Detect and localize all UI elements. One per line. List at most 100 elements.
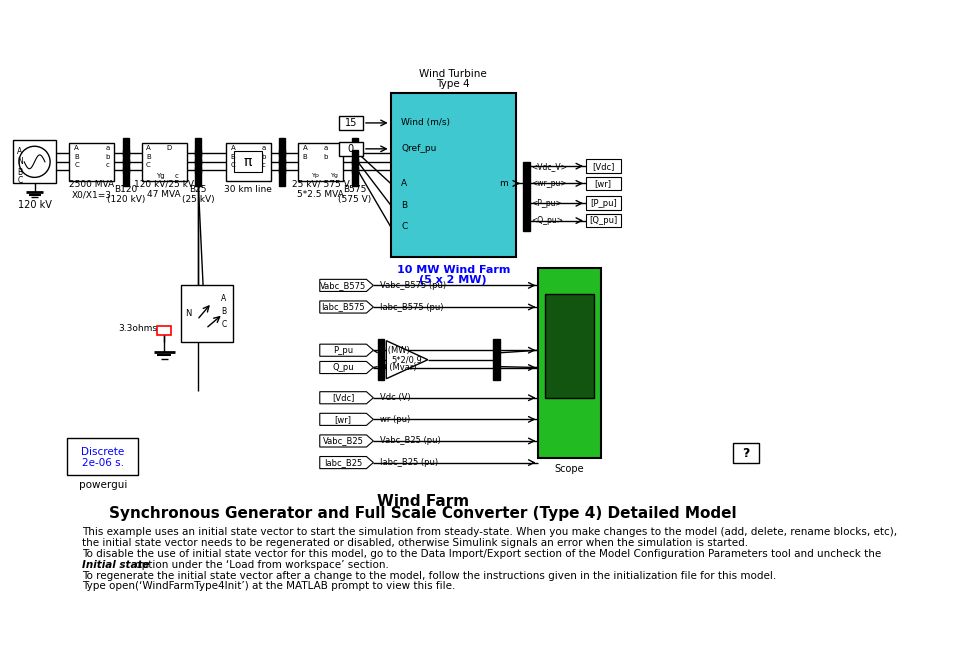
Text: m: m [498,179,507,188]
Bar [390,92,516,257]
Bar [352,138,358,186]
Bar [585,176,619,190]
Text: Wind Turbine: Wind Turbine [419,68,487,78]
Text: B: B [18,168,22,177]
Bar [585,213,619,227]
Text: B: B [401,201,406,209]
Text: D: D [167,145,172,151]
Bar [67,438,138,475]
Text: <Vdc_V>: <Vdc_V> [531,162,567,171]
Text: Initial state: Initial state [82,560,149,570]
Text: <P_pu>: <P_pu> [531,199,562,207]
Text: A: A [231,145,235,151]
Text: the initial state vector needs to be regenerated or disabled, otherwise Simulink: the initial state vector needs to be reg… [82,538,747,548]
Text: Wind (m/s): Wind (m/s) [401,118,449,128]
Text: B575
(575 V): B575 (575 V) [338,185,371,204]
Polygon shape [319,344,373,356]
Text: b: b [262,154,266,160]
Text: Iabc_B25: Iabc_B25 [323,458,361,467]
Text: b: b [322,154,327,160]
Text: [Q_pu]: [Q_pu] [588,216,616,225]
Text: Q_pu: Q_pu [332,363,354,372]
Text: B: B [221,307,227,316]
Text: C: C [18,176,22,186]
Text: Vabc_B25 (pu): Vabc_B25 (pu) [380,436,441,446]
Text: A: A [401,179,406,188]
Polygon shape [319,414,373,426]
Polygon shape [319,301,373,313]
Bar [195,138,201,186]
Polygon shape [319,362,373,374]
Text: option under the ‘Load from workspace’ section.: option under the ‘Load from workspace’ s… [132,560,389,570]
Text: c: c [106,162,109,168]
Text: B: B [302,154,307,160]
Text: 2e-06 s.: 2e-06 s. [82,458,124,467]
Text: a: a [106,145,109,151]
Text: C: C [74,162,79,168]
Bar [523,162,530,231]
Text: Qref_pu: Qref_pu [401,144,436,154]
Text: This example uses an initial state vector to start the simulation from steady-st: This example uses an initial state vecto… [82,527,896,537]
Text: Vabc_B575 (pu): Vabc_B575 (pu) [380,281,446,290]
Text: powergui: powergui [78,480,127,490]
Bar [338,142,362,156]
Text: (5 x 2 MW): (5 x 2 MW) [419,275,487,285]
Bar [142,143,187,181]
Text: a: a [322,145,327,151]
Text: 0: 0 [348,144,354,154]
Text: B120
(120 kV): B120 (120 kV) [106,185,145,204]
Text: C: C [146,162,150,168]
Polygon shape [319,279,373,291]
Polygon shape [386,340,427,379]
Bar [538,268,600,458]
Text: P (MW): P (MW) [380,346,409,354]
Text: Yg: Yg [330,173,339,178]
Text: [P_pu]: [P_pu] [589,199,616,207]
Text: [wr]: [wr] [334,415,352,424]
Bar [278,138,285,186]
Bar [732,443,758,464]
Text: 3.3ohms: 3.3ohms [118,324,157,333]
Bar [122,138,129,186]
Text: Type 4: Type 4 [436,79,470,89]
Bar [226,143,271,181]
Bar [545,294,593,398]
Text: Vabc_B25: Vabc_B25 [322,436,363,446]
Text: B25
(25 kV): B25 (25 kV) [182,185,214,204]
Text: 2500 MVA
X0/X1=3: 2500 MVA X0/X1=3 [69,180,114,200]
Text: c: c [175,173,178,179]
Text: 120 kV/25 kV
47 MVA: 120 kV/25 kV 47 MVA [134,180,194,200]
Text: C: C [221,320,227,329]
Text: Vdc (V): Vdc (V) [380,393,410,402]
Text: <wr_pu>: <wr_pu> [531,179,567,188]
Text: Discrete: Discrete [81,447,124,458]
Text: Q (Mvar): Q (Mvar) [380,363,416,372]
Text: [wr]: [wr] [594,179,612,188]
Text: B: B [231,154,235,160]
Text: 30 km line: 30 km line [224,185,272,194]
Text: [Vdc]: [Vdc] [331,393,354,402]
Text: A: A [146,145,150,151]
Bar [585,159,619,173]
Bar [493,339,499,380]
Text: A: A [302,145,307,151]
Bar [234,152,262,172]
Bar [338,116,362,130]
Bar [69,143,114,181]
Text: Vabc_B575: Vabc_B575 [319,281,365,290]
Text: 120 kV: 120 kV [18,200,52,210]
Text: N: N [185,309,191,318]
Text: 25 kV/ 575 V
5*2.5 MVA: 25 kV/ 575 V 5*2.5 MVA [291,180,349,200]
Text: N: N [18,158,23,166]
Text: To disable the use of initial state vector for this model, go to the Data Import: To disable the use of initial state vect… [82,549,880,559]
Polygon shape [319,456,373,469]
Text: b: b [106,154,109,160]
Text: C: C [401,222,406,231]
Text: [Vdc]: [Vdc] [591,162,614,171]
Polygon shape [319,435,373,447]
Bar [298,143,343,181]
Bar [182,285,234,342]
Bar [585,196,619,210]
Text: B: B [74,154,79,160]
Text: wr (pu): wr (pu) [380,415,410,424]
